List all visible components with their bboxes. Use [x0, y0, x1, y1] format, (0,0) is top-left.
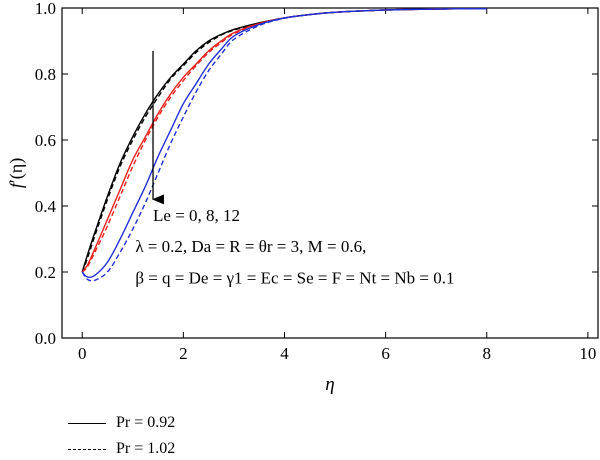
y-tick-label: 0.2: [35, 263, 56, 282]
legend-label-dashed: Pr = 1.02: [116, 440, 176, 457]
series-line-6: [81, 8, 487, 282]
legend-entry-solid: Pr = 0.92: [68, 414, 268, 434]
y-tick-label: 0.6: [35, 131, 56, 150]
x-tick-label: 8: [483, 344, 492, 363]
y-axis-label-symbol: f: [6, 180, 26, 188]
x-tick-label: 6: [381, 344, 390, 363]
x-tick-label: 4: [280, 344, 289, 363]
annotation-text-2: λ = 0.2, Da = R = θr = 3, M = 0.6,: [135, 237, 366, 256]
plot-frame: [61, 7, 599, 339]
legend-entry-dashed: Pr = 1.02: [68, 440, 268, 460]
y-tick-label: 0.4: [35, 197, 57, 216]
legend-swatch-dashed: [68, 449, 106, 450]
x-axis-label: η: [325, 374, 334, 395]
y-tick-label: 0.8: [35, 65, 56, 84]
y-tick-label: 1.0: [35, 0, 56, 18]
x-tick-label: 10: [579, 344, 596, 363]
legend-swatch-solid: [68, 423, 106, 424]
y-axis-label-prime: ′: [6, 179, 26, 183]
annotation-text-1: Le = 0, 8, 12: [153, 206, 240, 225]
series-line-3: [81, 8, 487, 273]
y-tick-label: 0.0: [35, 329, 56, 348]
x-tick-label: 2: [179, 344, 188, 363]
line-chart: 0 2 4 6 8 10 0.0 0.2 0.4 0.6 0.8 1.0 Le = 0, 8, 12 λ…: [6, 0, 599, 395]
y-axis-label-argument: (η): [6, 158, 27, 179]
y-axis-label: f′(η): [6, 158, 27, 188]
annotation-text-3: β = q = De = γ1 = Ec = Se = F = Nt = Nb …: [135, 269, 454, 288]
x-tick-label: 0: [78, 344, 87, 363]
legend-label-solid: Pr = 0.92: [116, 414, 176, 431]
